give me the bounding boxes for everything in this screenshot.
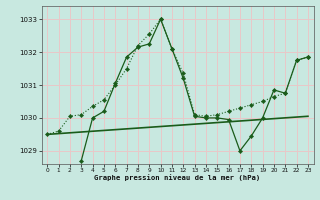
- X-axis label: Graphe pression niveau de la mer (hPa): Graphe pression niveau de la mer (hPa): [94, 175, 261, 181]
